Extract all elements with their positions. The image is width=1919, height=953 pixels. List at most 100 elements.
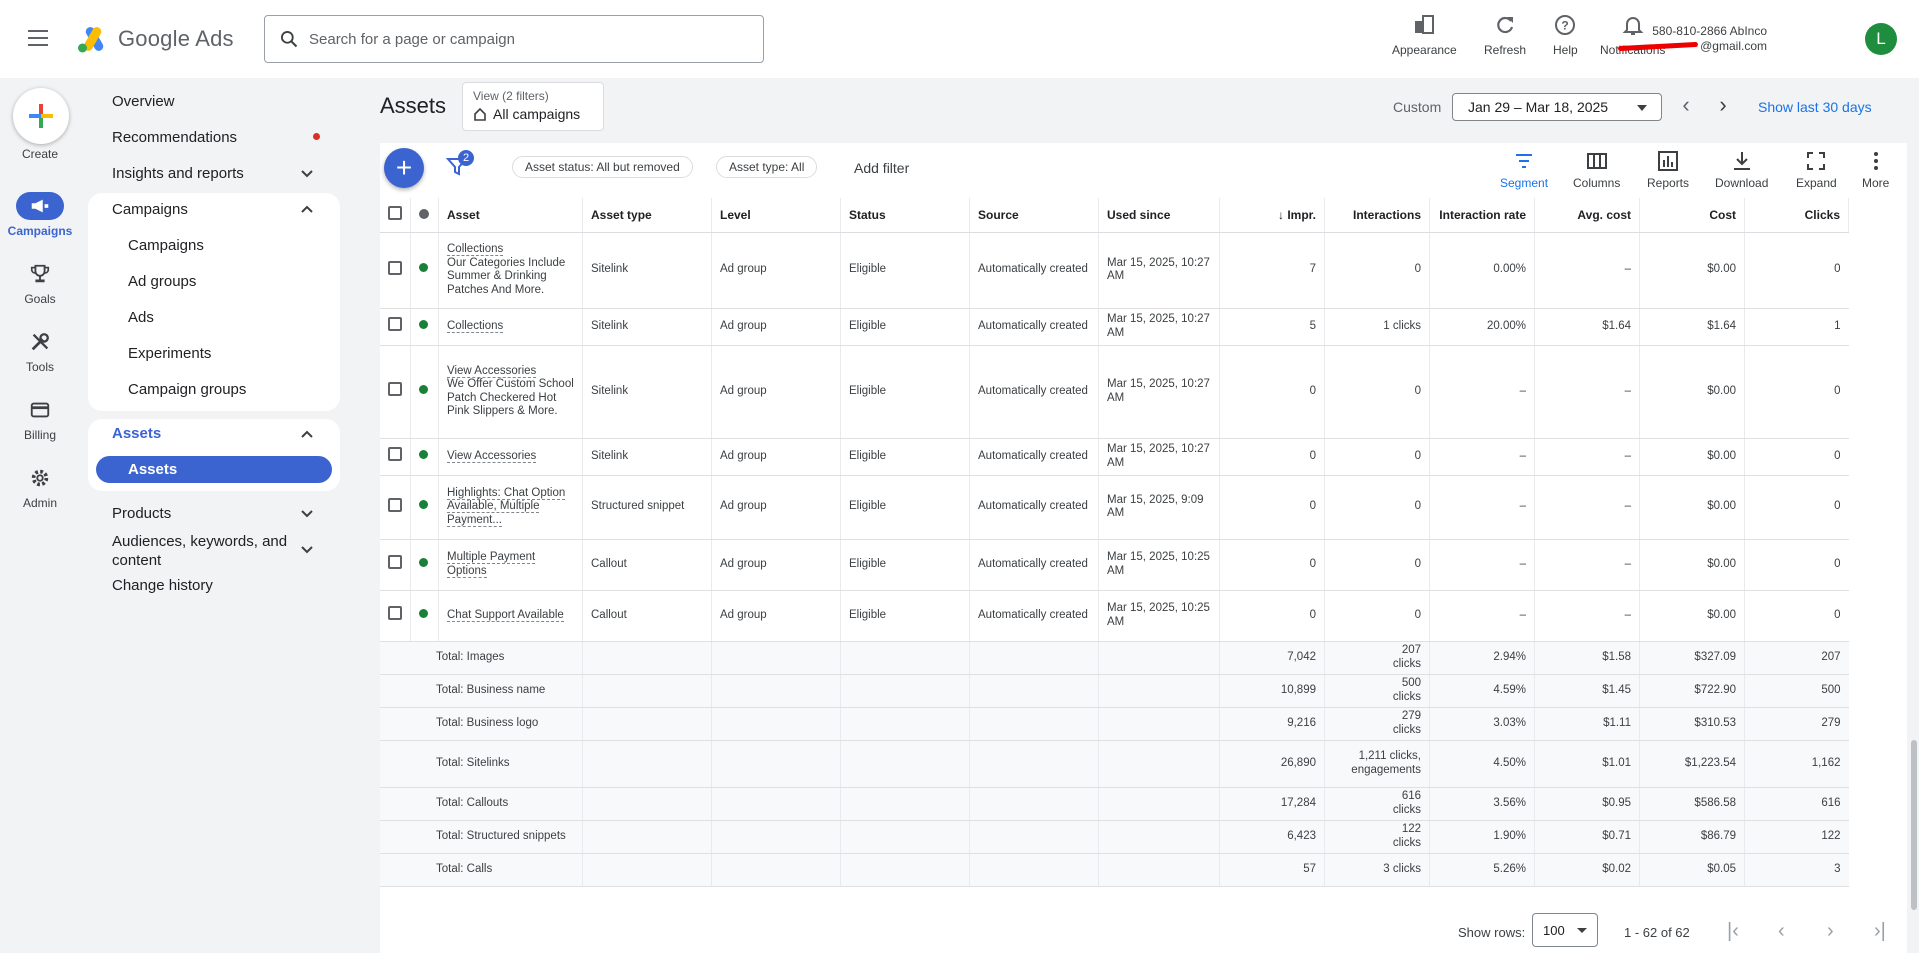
nav-ads[interactable]: Ads (128, 309, 154, 326)
col-avg-cost[interactable]: Avg. cost (1534, 198, 1640, 233)
avatar[interactable]: L (1865, 23, 1897, 55)
row-checkbox[interactable] (388, 260, 402, 275)
col-source[interactable]: Source (969, 198, 1099, 233)
col-cost[interactable]: Cost (1639, 198, 1745, 233)
row-checkbox[interactable] (388, 447, 402, 462)
date-range-select[interactable]: Jan 29 – Mar 18, 2025 (1452, 93, 1662, 121)
show-last-30-days-link[interactable]: Show last 30 days (1758, 99, 1872, 115)
asset-title-link[interactable]: Chat Support Available (447, 608, 564, 622)
row-status-cell (410, 438, 439, 476)
asset-title-link[interactable]: Multiple Payment Options (447, 551, 536, 578)
col-asset-type[interactable]: Asset type (582, 198, 712, 233)
segment-button[interactable]: Segment (1500, 150, 1548, 190)
empty-cell (969, 820, 1099, 854)
asset-title-link[interactable]: View Accessories (447, 449, 537, 463)
col-clicks[interactable]: Clicks (1744, 198, 1849, 233)
previous-period-icon[interactable]: ‹ (1682, 92, 1690, 117)
clicks-cell: 0 (1744, 232, 1849, 309)
total-impressions: 9,216 (1219, 707, 1325, 741)
nav-campaign-groups[interactable]: Campaign groups (128, 381, 247, 398)
nav-recommendations[interactable]: Recommendations (112, 129, 238, 146)
row-select-cell (380, 345, 411, 439)
col-interactions[interactable]: Interactions (1324, 198, 1430, 233)
asset-type-filter-chip[interactable]: Asset type: All (716, 156, 818, 178)
google-ads-logo[interactable]: Google Ads (76, 24, 234, 54)
row-checkbox[interactable] (388, 606, 402, 621)
nav-campaigns-header[interactable]: Campaigns (112, 201, 188, 218)
col-used-since[interactable]: Used since (1098, 198, 1220, 233)
chevron-up-icon[interactable] (300, 427, 314, 441)
row-checkbox[interactable] (388, 382, 402, 397)
first-page-icon[interactable]: |‹ (1727, 920, 1739, 942)
status-cell: Eligible (840, 590, 970, 642)
search-input[interactable] (309, 30, 749, 48)
used-since-cell: Mar 15, 2025, 9:09 AM (1098, 475, 1220, 540)
asset-title-link[interactable]: Collections (447, 243, 504, 256)
rows-per-page-select[interactable]: 100 (1532, 913, 1598, 947)
total-impressions: 10,899 (1219, 674, 1325, 708)
row-checkbox[interactable] (388, 497, 402, 512)
next-period-icon[interactable]: › (1719, 92, 1727, 117)
chevron-down-icon[interactable] (300, 543, 314, 557)
asset-type-cell: Callout (582, 539, 712, 591)
last-page-icon[interactable]: ›| (1874, 920, 1886, 942)
total-cost: $1,223.54 (1639, 740, 1745, 788)
download-button[interactable]: Download (1715, 150, 1768, 190)
appearance-button[interactable]: Appearance (1392, 13, 1457, 57)
next-page-icon[interactable]: › (1827, 920, 1834, 942)
admin-rail-button[interactable] (16, 464, 64, 492)
asset-status-filter-chip[interactable]: Asset status: All but removed (512, 156, 693, 178)
col-interaction-rate[interactable]: Interaction rate (1429, 198, 1535, 233)
asset-title-link[interactable]: View Accessories (447, 364, 537, 378)
select-all-header[interactable] (380, 198, 411, 233)
nav-products[interactable]: Products (112, 505, 172, 522)
asset-type-cell: Sitelink (582, 232, 712, 309)
select-all-checkbox[interactable] (388, 206, 402, 221)
chevron-down-icon[interactable] (300, 167, 314, 181)
search-box[interactable] (264, 15, 764, 63)
col-status[interactable]: Status (840, 198, 970, 233)
asset-title-link[interactable]: Collections (447, 319, 504, 333)
nav-assets-active[interactable] (96, 456, 332, 483)
email-redaction (1618, 42, 1699, 52)
more-button[interactable]: More (1862, 150, 1889, 190)
columns-button[interactable]: Columns (1573, 150, 1620, 190)
col-asset[interactable]: Asset (438, 198, 583, 233)
col-level[interactable]: Level (711, 198, 841, 233)
nav-assets-header[interactable]: Assets (112, 425, 162, 442)
create-button[interactable] (13, 88, 69, 144)
nav-audiences-keywords-content[interactable]: Audiences, keywords, and content (112, 533, 288, 569)
nav-insights-and-reports[interactable]: Insights and reports (112, 165, 244, 182)
account-info[interactable]: 580-810-2866 AbInco @gmail.com (1618, 24, 1767, 54)
add-asset-button[interactable]: + (384, 148, 424, 188)
expand-button[interactable]: Expand (1796, 150, 1837, 190)
refresh-button[interactable]: Refresh (1484, 13, 1526, 57)
help-button[interactable]: ? Help (1553, 13, 1578, 57)
col-impressions[interactable]: ↓ Impr. (1219, 198, 1325, 233)
billing-rail-button[interactable] (16, 396, 64, 424)
goals-rail-button[interactable] (16, 260, 64, 288)
nav-experiments[interactable]: Experiments (128, 345, 212, 362)
tools-rail-button[interactable] (16, 328, 64, 356)
empty-cell (711, 674, 841, 708)
previous-page-icon[interactable]: ‹ (1778, 920, 1785, 942)
menu-icon[interactable] (28, 30, 48, 46)
add-filter-button[interactable]: Add filter (854, 160, 910, 176)
nav-assets[interactable]: Assets (128, 461, 178, 478)
nav-campaigns[interactable]: Campaigns (128, 237, 204, 254)
nav-change-history[interactable]: Change history (112, 577, 213, 594)
row-checkbox[interactable] (388, 555, 402, 570)
view-selector[interactable]: View (2 filters) All campaigns (462, 82, 604, 131)
refresh-label: Refresh (1484, 43, 1527, 57)
campaigns-rail-button[interactable] (16, 192, 64, 220)
nav-ad-groups[interactable]: Ad groups (128, 273, 197, 290)
nav-overview[interactable]: Overview (112, 93, 175, 110)
chevron-down-icon[interactable] (300, 507, 314, 521)
chevron-up-icon[interactable] (300, 202, 314, 216)
asset-title-link[interactable]: Highlights: Chat Option Available, Multi… (447, 486, 566, 527)
download-label: Download (1715, 176, 1769, 190)
vertical-scrollbar[interactable] (1911, 740, 1917, 910)
appearance-label: Appearance (1392, 43, 1457, 57)
row-checkbox[interactable] (388, 317, 402, 332)
reports-button[interactable]: Reports (1647, 150, 1689, 190)
